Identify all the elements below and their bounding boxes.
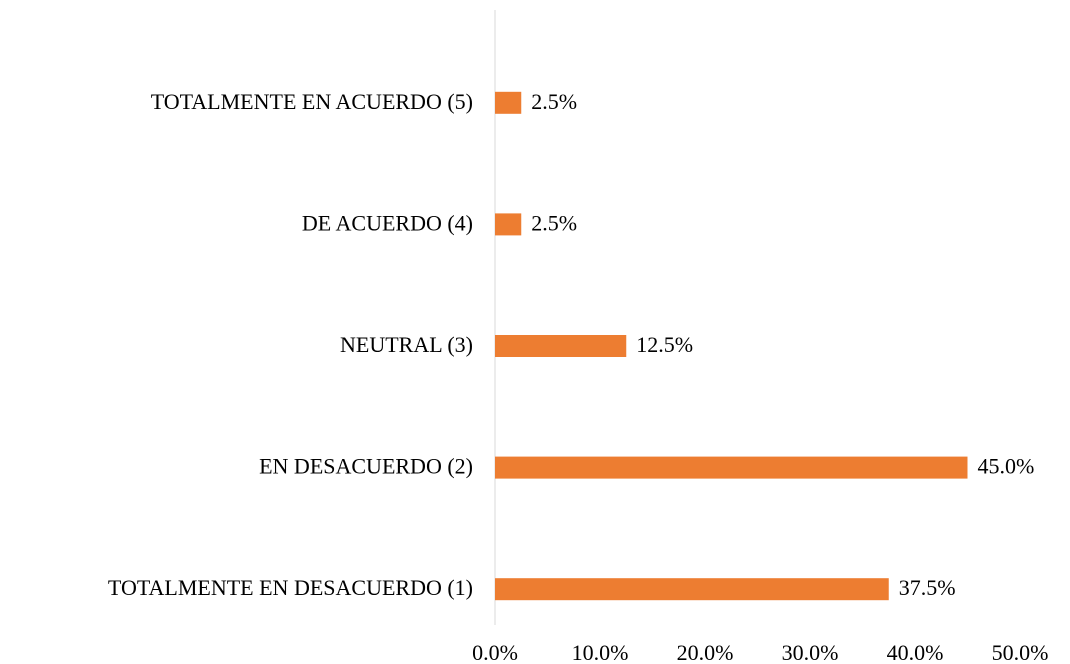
x-tick-label: 0.0% (472, 640, 518, 664)
value-label: 12.5% (636, 332, 693, 357)
y-tick-label: NEUTRAL (3) (340, 332, 473, 357)
bar (495, 91, 522, 114)
value-label: 45.0% (978, 454, 1035, 479)
y-tick-label: DE ACUERDO (4) (302, 210, 473, 235)
x-tick-label: 30.0% (782, 640, 839, 664)
x-tick-label: 10.0% (572, 640, 629, 664)
bar (495, 578, 889, 601)
x-tick-label: 50.0% (992, 640, 1049, 664)
x-tick-label: 40.0% (887, 640, 944, 664)
y-tick-label: EN DESACUERDO (2) (259, 454, 473, 479)
y-tick-label: TOTALMENTE EN DESACUERDO (1) (108, 575, 473, 600)
y-tick-label: TOTALMENTE EN ACUERDO (5) (151, 89, 473, 114)
bar (495, 213, 522, 236)
value-label: 2.5% (531, 210, 577, 235)
x-tick-label: 20.0% (677, 640, 734, 664)
bar (495, 456, 968, 479)
value-label: 2.5% (531, 89, 577, 114)
value-label: 37.5% (899, 575, 956, 600)
bar (495, 335, 627, 357)
